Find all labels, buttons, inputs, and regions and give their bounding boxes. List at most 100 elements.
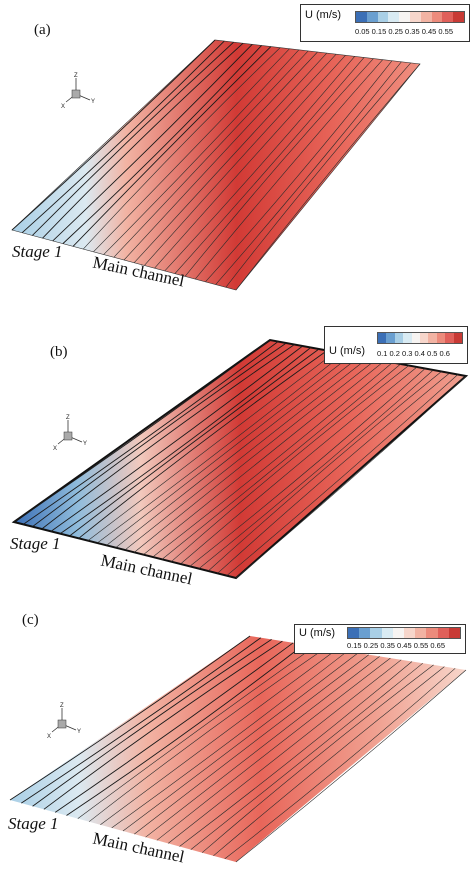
colorbar: [355, 11, 465, 23]
streamline: [106, 354, 352, 546]
colorbar-swatch: [356, 12, 367, 22]
legend-title: U (m/s): [329, 345, 366, 357]
streamline: [205, 60, 393, 283]
streamline: [83, 47, 281, 250]
streamlines-a: [11, 39, 421, 291]
streamline: [88, 647, 326, 822]
streamline: [11, 39, 216, 231]
stage-label: Stage 1: [12, 242, 63, 261]
streamline: [103, 49, 300, 255]
streamline: [201, 664, 434, 853]
colorbar-swatch: [428, 333, 437, 343]
streamline: [164, 56, 356, 272]
streamline: [100, 649, 337, 826]
colorbar-swatch: [388, 12, 400, 22]
axis-z-label: Z: [66, 415, 70, 421]
streamline: [152, 362, 393, 558]
streamline: [77, 645, 315, 819]
panel-letter: (b): [50, 344, 68, 360]
streamline: [213, 666, 445, 857]
streamline: [134, 654, 369, 835]
streamline: [52, 44, 253, 242]
legend-ticks: 0.1 0.2 0.3 0.4 0.5 0.6: [377, 349, 450, 358]
stage-label: Stage 1: [8, 814, 59, 833]
streamline: [32, 41, 234, 236]
streamline: [111, 651, 348, 829]
colorbar-swatch: [415, 628, 427, 638]
flow-plane-b: [11, 338, 469, 580]
velocity-field-c: [10, 636, 466, 862]
streamline: [184, 58, 374, 277]
panel-b: (b) Z Y X Stage 1 Main channel U (m/s) 0…: [0, 300, 474, 600]
colorbar-swatch: [448, 628, 461, 638]
streamline: [225, 62, 411, 288]
streamline: [122, 652, 359, 832]
axis-x-label: X: [53, 446, 57, 452]
axis-x-label: X: [61, 104, 65, 110]
streamline: [156, 657, 391, 841]
axis-triad-icon: Z Y X: [47, 703, 81, 740]
streamline: [32, 639, 272, 807]
streamline: [208, 371, 442, 572]
colorbar-swatch: [366, 12, 378, 22]
streamline: [69, 348, 320, 537]
axis-z-label: Z: [60, 703, 64, 709]
colorbar-legend: U (m/s) 0.1 0.2 0.3 0.4 0.5 0.6: [324, 326, 468, 364]
colorbar-swatch: [381, 628, 393, 638]
axis-triad-icon: Z Y X: [53, 415, 87, 452]
streamline: [161, 363, 401, 560]
colorbar-swatch: [394, 333, 404, 343]
streamline: [190, 662, 423, 850]
streamline: [145, 656, 380, 838]
streamline: [180, 366, 418, 565]
streamline: [179, 661, 413, 847]
streamline: [134, 359, 377, 553]
colorbar-swatch: [442, 12, 454, 22]
colorbar-swatch: [411, 333, 421, 343]
streamline: [13, 339, 271, 523]
streamline: [235, 63, 421, 291]
colorbar-swatch: [404, 628, 416, 638]
legend-ticks: 0.15 0.25 0.35 0.45 0.55 0.65: [347, 641, 446, 650]
colorbar-swatch: [409, 12, 421, 22]
colorbar-swatch: [436, 333, 446, 343]
streamline: [195, 59, 383, 280]
panel-c: (c) Z Y X Stage 1 Main channel U (m/s) 0…: [0, 600, 474, 872]
streamline: [115, 356, 361, 548]
streamline: [174, 57, 365, 274]
colorbar-swatch: [453, 12, 464, 22]
streamline: [22, 341, 279, 525]
streamline: [50, 345, 303, 532]
streamlines-c: [9, 635, 467, 863]
legend-title: U (m/s): [299, 627, 336, 639]
streamline: [87, 351, 336, 541]
axis-z-label: Z: [74, 73, 78, 79]
panel-letter: (c): [22, 612, 39, 628]
panel-a: (a) Z Y X Stage 1 Main channel U (m/s) 0…: [0, 0, 474, 300]
streamline: [144, 53, 337, 266]
legend-ticks: 0.05 0.15 0.25 0.35 0.45 0.55: [355, 27, 454, 36]
colorbar-swatch: [403, 333, 412, 343]
streamline: [226, 374, 459, 576]
colorbar-swatch: [420, 12, 432, 22]
streamline: [235, 669, 467, 863]
streamline: [21, 40, 225, 234]
colorbar: [377, 332, 463, 344]
colorbar-swatch: [378, 333, 387, 343]
colorbar-swatch: [377, 12, 389, 22]
colorbar-swatch: [386, 333, 395, 343]
legend-title: U (m/s): [305, 9, 342, 21]
colorbar-swatch: [370, 628, 382, 638]
streamline: [224, 668, 456, 860]
axis-x-label: X: [47, 734, 51, 740]
axis-y-label: Y: [77, 729, 81, 735]
streamline: [154, 55, 346, 269]
streamline: [9, 635, 251, 801]
streamline: [41, 344, 295, 530]
stage-label: Stage 1: [10, 534, 61, 553]
axis-y-label: Y: [91, 99, 95, 105]
streamline: [124, 357, 369, 551]
colorbar-swatch: [359, 628, 371, 638]
streamline: [143, 360, 385, 555]
streamline: [43, 640, 283, 810]
